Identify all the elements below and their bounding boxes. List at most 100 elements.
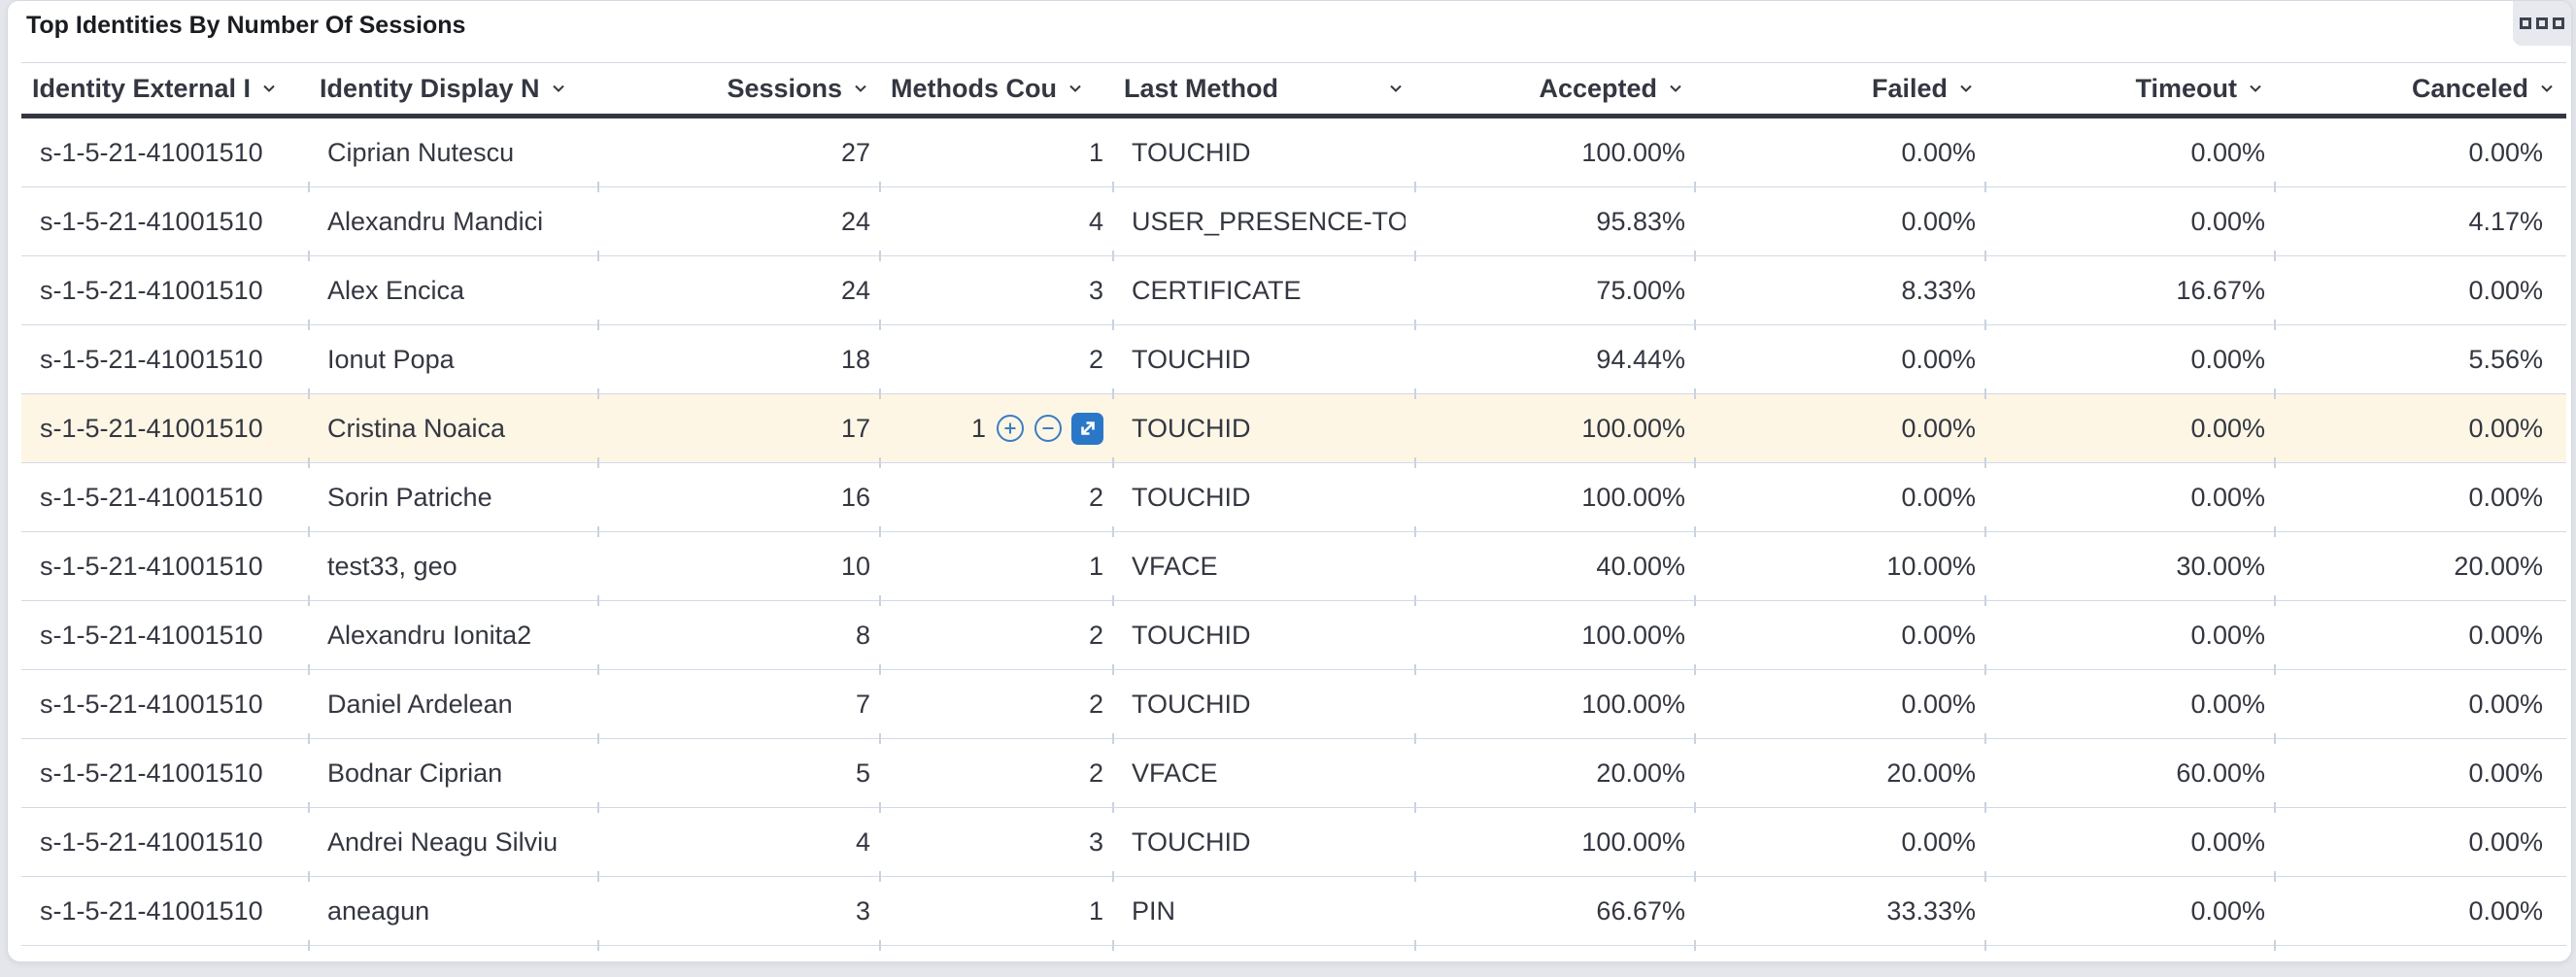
cell-last-method[interactable]: TOUCHID bbox=[1113, 325, 1416, 399]
expand-cell-button[interactable] bbox=[1071, 412, 1103, 445]
cell-identity-display-name[interactable]: Alex Encica bbox=[309, 256, 599, 330]
cell-identity-external-id[interactable]: s-1-5-21-41001510 bbox=[21, 601, 310, 675]
cell-canceled[interactable]: 0.00% bbox=[2275, 601, 2566, 670]
cell-sessions[interactable]: 16 bbox=[598, 463, 881, 537]
cell-failed[interactable]: 0.00% bbox=[1695, 670, 1986, 744]
cell-accepted[interactable]: 100.00% bbox=[1415, 808, 1696, 882]
cell-timeout[interactable]: 0.00% bbox=[1985, 463, 2276, 537]
cell-identity-display-name[interactable]: Andrei Neagu Silviu bbox=[309, 808, 599, 882]
cell-methods-count[interactable]: 1 bbox=[880, 532, 1114, 606]
cell-sessions[interactable]: 18 bbox=[598, 325, 881, 399]
cell-identity-external-id[interactable]: s-1-5-21-41001510 bbox=[21, 739, 310, 813]
cell-sessions[interactable]: 10 bbox=[598, 532, 881, 606]
cell-identity-external-id[interactable]: s-1-5-21-41001510 bbox=[21, 670, 310, 744]
cell-last-method[interactable]: TOUCHID bbox=[1113, 808, 1416, 882]
cell-sessions[interactable]: 24 bbox=[598, 256, 881, 330]
cell-failed[interactable]: 0.00% bbox=[1695, 118, 1986, 192]
cell-methods-count[interactable]: 1 bbox=[880, 394, 1114, 468]
cell-timeout[interactable]: 0.00% bbox=[1985, 187, 2276, 261]
cell-canceled[interactable]: 0.00% bbox=[2275, 739, 2566, 808]
cell-failed[interactable]: 0.00% bbox=[1695, 463, 1986, 537]
cell-sessions[interactable]: 17 bbox=[598, 394, 881, 468]
cell-canceled[interactable]: 0.00% bbox=[2275, 670, 2566, 739]
cell-identity-display-name[interactable]: aneagun bbox=[309, 877, 599, 951]
filter-for-value-icon[interactable] bbox=[996, 414, 1025, 443]
column-header-identity-external-id[interactable]: Identity External I bbox=[21, 63, 309, 114]
cell-last-method[interactable]: TOUCHID bbox=[1113, 394, 1416, 468]
cell-canceled[interactable]: 0.00% bbox=[2275, 877, 2566, 946]
cell-last-method[interactable]: VFACE bbox=[1113, 532, 1416, 606]
cell-methods-count[interactable]: 2 bbox=[880, 325, 1114, 399]
cell-methods-count[interactable]: 2 bbox=[880, 670, 1114, 744]
cell-identity-display-name[interactable]: Bodnar Ciprian bbox=[309, 739, 599, 813]
cell-identity-external-id[interactable]: s-1-5-21-41001510 bbox=[21, 532, 310, 606]
cell-accepted[interactable]: 66.67% bbox=[1415, 877, 1696, 951]
cell-methods-count[interactable]: 1 bbox=[880, 118, 1114, 192]
cell-sessions[interactable]: 24 bbox=[598, 187, 881, 261]
cell-accepted[interactable]: 100.00% bbox=[1415, 463, 1696, 537]
cell-failed[interactable]: 0.00% bbox=[1695, 808, 1986, 882]
cell-timeout[interactable]: 0.00% bbox=[1985, 394, 2276, 468]
cell-methods-count[interactable]: 1 bbox=[880, 877, 1114, 951]
cell-identity-display-name[interactable]: Cristina Noaica bbox=[309, 394, 599, 468]
cell-identity-display-name[interactable]: Ionut Popa bbox=[309, 325, 599, 399]
cell-canceled[interactable]: 5.56% bbox=[2275, 325, 2566, 394]
cell-accepted[interactable]: 100.00% bbox=[1415, 394, 1696, 468]
cell-identity-external-id[interactable]: s-1-5-21-41001510 bbox=[21, 325, 310, 399]
cell-failed[interactable]: 8.33% bbox=[1695, 256, 1986, 330]
cell-identity-display-name[interactable]: Sorin Patriche bbox=[309, 463, 599, 537]
cell-canceled[interactable]: 0.00% bbox=[2275, 463, 2566, 532]
cell-last-method[interactable]: TOUCHID bbox=[1113, 118, 1416, 192]
cell-canceled[interactable]: 0.00% bbox=[2275, 256, 2566, 325]
cell-identity-external-id[interactable]: s-1-5-21-41001510 bbox=[21, 394, 310, 468]
cell-methods-count[interactable]: 2 bbox=[880, 739, 1114, 813]
cell-sessions[interactable]: 3 bbox=[598, 877, 881, 951]
cell-methods-count[interactable]: 4 bbox=[880, 187, 1114, 261]
cell-canceled[interactable]: 4.17% bbox=[2275, 187, 2566, 256]
cell-identity-display-name[interactable]: Alexandru Mandici bbox=[309, 187, 599, 261]
cell-methods-count[interactable]: 3 bbox=[880, 256, 1114, 330]
cell-accepted[interactable]: 40.00% bbox=[1415, 532, 1696, 606]
panel-menu-button[interactable] bbox=[2513, 1, 2571, 46]
cell-accepted[interactable]: 75.00% bbox=[1415, 256, 1696, 330]
column-header-accepted[interactable]: Accepted bbox=[1415, 63, 1695, 114]
cell-last-method[interactable]: TOUCHID bbox=[1113, 463, 1416, 537]
cell-last-method[interactable]: VFACE bbox=[1113, 739, 1416, 813]
cell-canceled[interactable]: 0.00% bbox=[2275, 118, 2566, 187]
cell-last-method[interactable]: USER_PRESENCE-TO bbox=[1113, 187, 1416, 261]
cell-canceled[interactable]: 20.00% bbox=[2275, 532, 2566, 601]
cell-timeout[interactable]: 16.67% bbox=[1985, 256, 2276, 330]
cell-last-method[interactable]: CERTIFICATE bbox=[1113, 256, 1416, 330]
cell-identity-display-name[interactable]: test33, geo bbox=[309, 532, 599, 606]
column-header-canceled[interactable]: Canceled bbox=[2275, 63, 2566, 114]
cell-accepted[interactable]: 94.44% bbox=[1415, 325, 1696, 399]
cell-sessions[interactable]: 4 bbox=[598, 808, 881, 882]
cell-accepted[interactable]: 100.00% bbox=[1415, 601, 1696, 675]
cell-timeout[interactable]: 0.00% bbox=[1985, 118, 2276, 192]
cell-accepted[interactable]: 20.00% bbox=[1415, 739, 1696, 813]
cell-timeout[interactable]: 0.00% bbox=[1985, 877, 2276, 951]
cell-accepted[interactable]: 100.00% bbox=[1415, 670, 1696, 744]
cell-failed[interactable]: 0.00% bbox=[1695, 394, 1986, 468]
column-header-methods-count[interactable]: Methods Cou bbox=[880, 63, 1113, 114]
cell-failed[interactable]: 0.00% bbox=[1695, 601, 1986, 675]
cell-canceled[interactable]: 0.00% bbox=[2275, 808, 2566, 877]
column-header-timeout[interactable]: Timeout bbox=[1985, 63, 2275, 114]
cell-methods-count[interactable]: 3 bbox=[880, 808, 1114, 882]
column-header-last-method[interactable]: Last Method bbox=[1113, 63, 1415, 114]
column-header-failed[interactable]: Failed bbox=[1695, 63, 1985, 114]
cell-identity-external-id[interactable]: s-1-5-21-41001510 bbox=[21, 808, 310, 882]
cell-sessions[interactable]: 27 bbox=[598, 118, 881, 192]
cell-identity-external-id[interactable]: s-1-5-21-41001510 bbox=[21, 256, 310, 330]
cell-failed[interactable]: 10.00% bbox=[1695, 532, 1986, 606]
cell-last-method[interactable]: TOUCHID bbox=[1113, 601, 1416, 675]
cell-accepted[interactable]: 100.00% bbox=[1415, 118, 1696, 192]
cell-methods-count[interactable]: 2 bbox=[880, 601, 1114, 675]
cell-timeout[interactable]: 0.00% bbox=[1985, 808, 2276, 882]
cell-timeout[interactable]: 0.00% bbox=[1985, 670, 2276, 744]
cell-failed[interactable]: 20.00% bbox=[1695, 739, 1986, 813]
column-header-identity-display-name[interactable]: Identity Display N bbox=[309, 63, 598, 114]
cell-identity-display-name[interactable]: Alexandru Ionita2 bbox=[309, 601, 599, 675]
cell-sessions[interactable]: 8 bbox=[598, 601, 881, 675]
cell-failed[interactable]: 33.33% bbox=[1695, 877, 1986, 951]
